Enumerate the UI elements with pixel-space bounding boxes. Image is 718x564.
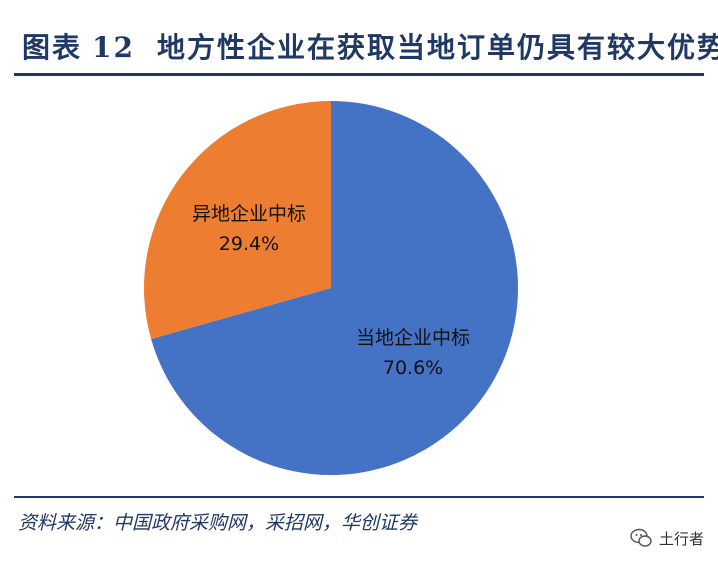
slice-label-1: 异地企业中标 [192,203,306,225]
wechat-icon [630,528,652,547]
pie-slice-1 [143,101,331,340]
watermark: 土行者 [629,526,704,550]
watermark-text: 土行者 [658,529,704,548]
source-note: 资料来源：中国政府采购网，采招网，华创证券 [18,512,418,534]
chart-title: 图表 12 地方性企业在获取当地订单仍具有较大优势 [22,26,718,66]
slice-value-0: 70.6% [383,357,443,379]
slice-label-0: 当地企业中标 [356,327,470,349]
pie-chart: 当地企业中标 70.6% 异地企业中标 29.4% [143,101,518,476]
title-text: 地方性企业在获取当地订单仍具有较大优势 [156,31,718,64]
title-divider [14,73,704,76]
source-divider [14,496,704,498]
title-prefix: 图表 [22,31,83,64]
slice-value-1: 29.4% [219,233,279,255]
title-number: 12 [92,31,135,64]
pie-slice-0 [151,101,518,476]
